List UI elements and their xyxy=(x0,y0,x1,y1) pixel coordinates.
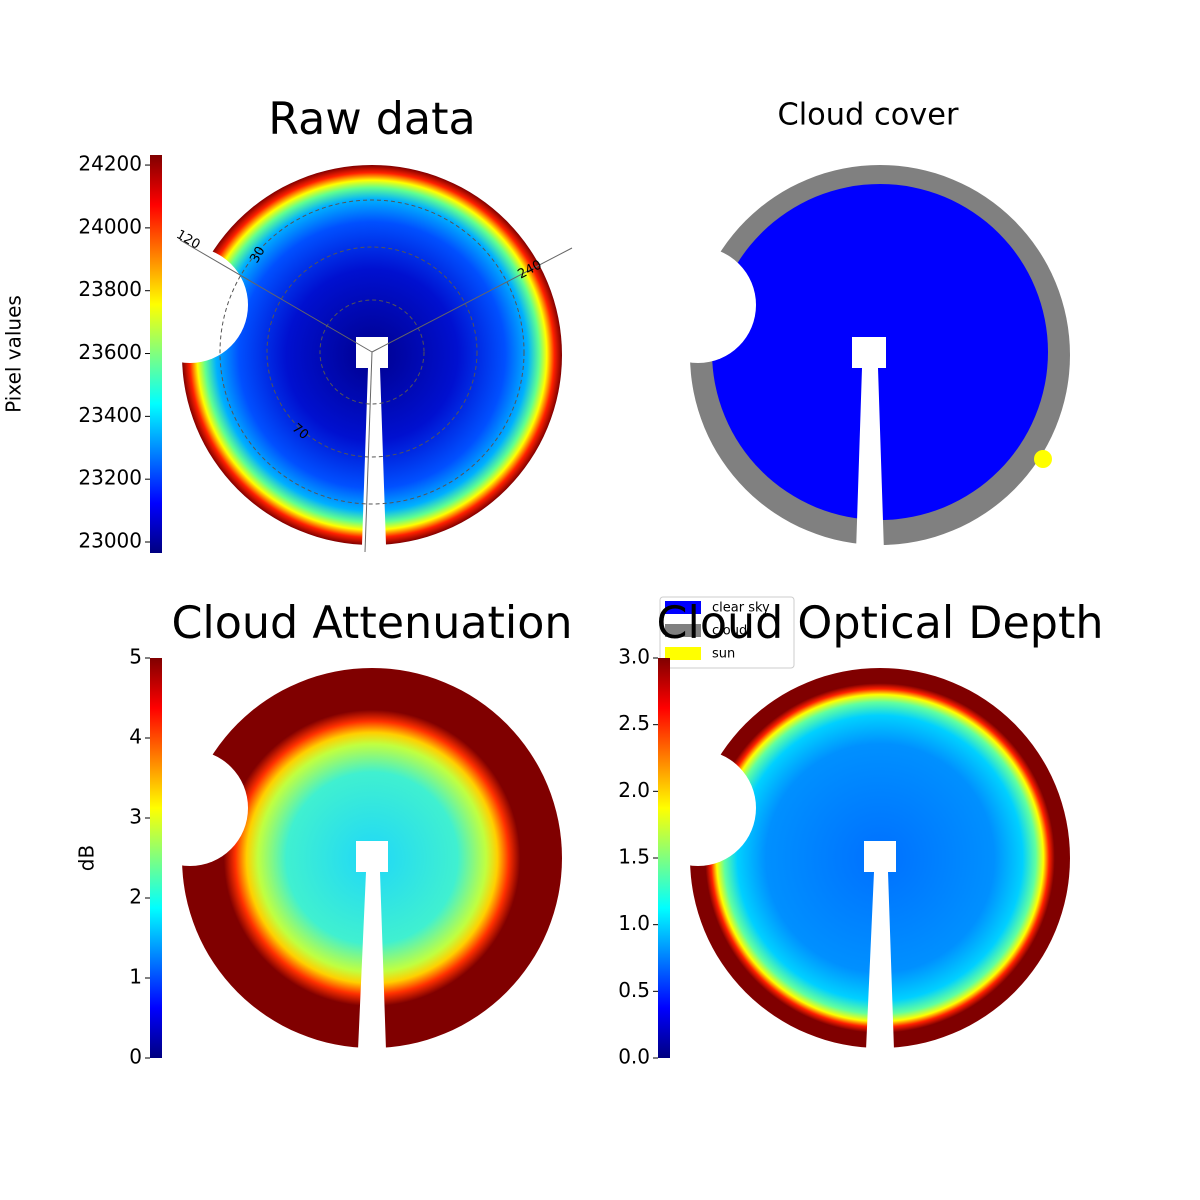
raw-image: 120 240 30 70 xyxy=(132,165,573,553)
colorbar-tick-label: 1.5 xyxy=(618,845,650,869)
cloud-cover-image xyxy=(640,165,1070,552)
mask xyxy=(864,841,896,1050)
colorbar-tick-label: 23000 xyxy=(78,529,142,553)
mask xyxy=(132,750,248,866)
colorbar-tick-label: 3 xyxy=(129,805,142,829)
legend-swatch xyxy=(665,624,701,637)
polar-axis xyxy=(371,247,573,353)
colorbar-tick-label: 2 xyxy=(129,885,142,909)
colorbar-tick-label: 1.0 xyxy=(618,911,650,935)
mask xyxy=(640,247,756,363)
sun-marker xyxy=(1034,450,1052,468)
panel-title: Cloud cover xyxy=(778,98,959,133)
panel-title: Cloud Optical Depth xyxy=(656,598,1103,649)
colorbar-tick-label: 0 xyxy=(129,1045,142,1069)
legend-swatch xyxy=(665,601,701,614)
legend-label: cloud xyxy=(712,624,747,639)
colorbar-tick-label: 0.5 xyxy=(618,978,650,1002)
polar-grid xyxy=(319,299,425,405)
panel-title: Cloud Attenuation xyxy=(171,598,572,649)
polar-label: 30 xyxy=(247,244,268,266)
colorbar-tick-label: 4 xyxy=(129,725,142,749)
mask xyxy=(132,247,248,363)
colorbar-tick-label: 3.0 xyxy=(618,645,650,669)
legend: clear sky cloud sun xyxy=(659,596,795,669)
colorbar-tick-label: 23400 xyxy=(78,403,142,427)
colorbar xyxy=(658,658,670,1058)
mask xyxy=(356,841,388,1050)
colorbar-tick-label: 2.0 xyxy=(618,778,650,802)
colorbar-tick-label: 23200 xyxy=(78,466,142,490)
colorbar-tick-label: 0.0 xyxy=(618,1045,650,1069)
colorbar xyxy=(150,658,162,1058)
attenuation-image xyxy=(132,668,562,1050)
mask xyxy=(852,337,886,552)
colorbar-tick-label: 23600 xyxy=(78,340,142,364)
polar-grid xyxy=(266,246,478,458)
polar-axis xyxy=(364,351,373,553)
mask xyxy=(356,337,388,545)
polar-grid xyxy=(219,199,525,505)
legend-label: clear sky xyxy=(712,601,770,616)
panel-title: Raw data xyxy=(268,94,475,145)
colorbar-label: dB xyxy=(75,845,99,871)
legend-swatch xyxy=(665,647,701,660)
colorbar-tick-label: 23800 xyxy=(78,277,142,301)
optical-depth-image xyxy=(640,668,1070,1050)
colorbar xyxy=(150,155,162,553)
legend-label: sun xyxy=(712,647,735,662)
colorbar-label: Pixel values xyxy=(2,295,26,413)
colorbar-tick-label: 24000 xyxy=(78,214,142,238)
mask xyxy=(640,750,756,866)
colorbar-tick-label: 2.5 xyxy=(618,711,650,735)
colorbar-tick-label: 1 xyxy=(129,965,142,989)
colorbar-tick-label: 24200 xyxy=(78,152,142,176)
colorbar-tick-label: 5 xyxy=(129,645,142,669)
polar-axis xyxy=(179,239,373,353)
